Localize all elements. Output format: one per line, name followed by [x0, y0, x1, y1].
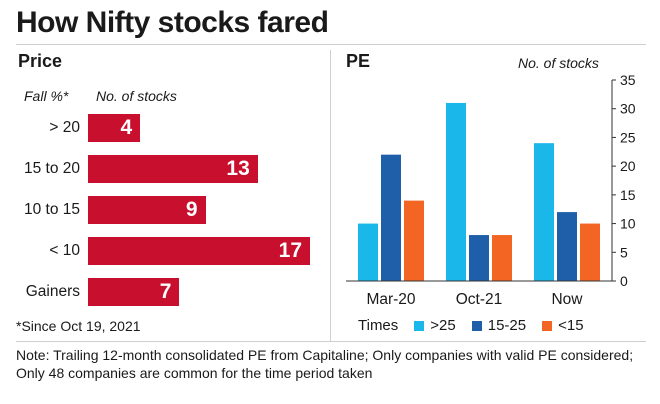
pe-y-tick-label: 20	[620, 158, 636, 174]
price-category-label: Gainers	[25, 283, 80, 300]
pe-y-tick-label: 10	[620, 216, 636, 232]
price-bar-value: 9	[185, 198, 198, 221]
price-category-label: > 20	[49, 119, 80, 136]
pe-legend: Times >25 15-25 <15	[358, 317, 584, 334]
price-bar: 9	[88, 196, 206, 224]
legend-label-15-25: 15-25	[487, 317, 527, 334]
legend-title: Times	[358, 317, 399, 334]
title-divider	[16, 44, 646, 45]
pe-y-tick-label: 5	[620, 244, 628, 260]
price-footnote: *Since Oct 19, 2021	[16, 318, 141, 334]
pe-bar	[469, 235, 489, 281]
pe-section-title: PE	[346, 51, 371, 71]
pe-bar	[534, 143, 554, 281]
pe-x-tick-label: Now	[551, 291, 583, 308]
pe-x-tick-label: Oct-21	[456, 291, 503, 308]
pe-bar	[492, 235, 512, 281]
price-bar-value: 4	[120, 116, 133, 139]
price-bar: 4	[88, 114, 141, 142]
price-category-label: < 10	[49, 242, 80, 259]
pe-bar	[446, 102, 466, 281]
pe-y-tick-label: 15	[620, 187, 636, 203]
price-section-title: Price	[18, 51, 63, 71]
no-of-stocks-header: No. of stocks	[96, 88, 177, 104]
price-category-label: 10 to 15	[23, 201, 80, 218]
price-category-label: 15 to 20	[23, 160, 80, 177]
pe-y-tick-label: 30	[620, 101, 636, 117]
pe-y-tick-label: 0	[620, 273, 628, 289]
source-note: Note: Trailing 12-month consolidated PE …	[16, 347, 634, 381]
price-bar: 7	[88, 278, 180, 306]
pe-y-tick-label: 35	[620, 72, 636, 88]
legend-swatch-15-25	[471, 320, 482, 331]
note-divider	[16, 341, 646, 342]
pe-bar	[404, 200, 424, 281]
price-bar: 13	[88, 155, 258, 183]
price-bar-value: 17	[278, 239, 302, 262]
page-title: How Nifty stocks fared	[16, 6, 329, 39]
legend-swatch-lt15	[542, 320, 553, 331]
fall-percent-header: Fall %*	[24, 88, 69, 104]
legend-swatch-gt25	[414, 320, 425, 331]
pe-axis-header: No. of stocks	[518, 55, 599, 71]
panel-divider	[330, 50, 331, 342]
legend-label-gt25: >25	[430, 317, 456, 334]
price-bar-value: 7	[159, 280, 172, 303]
pe-y-tick-label: 25	[620, 129, 636, 145]
pe-bar	[381, 154, 401, 281]
pe-bar	[358, 223, 378, 281]
pe-bar	[557, 212, 577, 281]
price-bar: 17	[88, 237, 310, 265]
pe-bar	[580, 223, 600, 281]
legend-label-lt15: <15	[558, 317, 584, 334]
price-bar-value: 13	[226, 157, 250, 180]
pe-x-tick-label: Mar-20	[366, 291, 415, 308]
